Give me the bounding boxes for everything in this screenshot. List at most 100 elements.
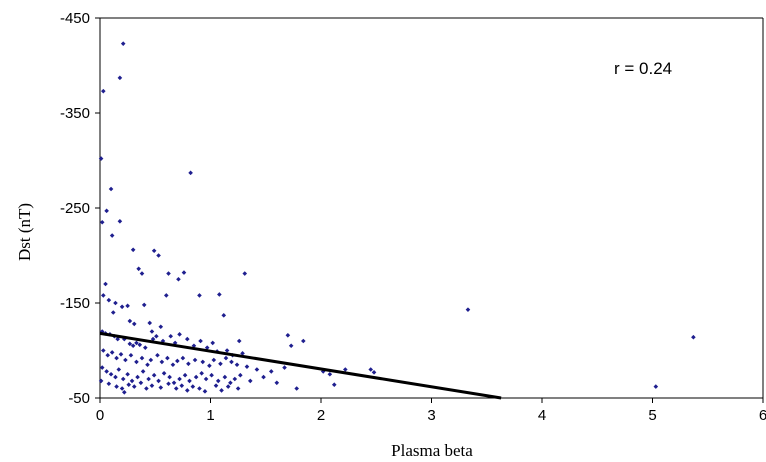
data-point [288,343,294,349]
data-point [274,380,280,386]
data-point [168,333,174,339]
data-point [180,355,186,361]
data-point [294,386,299,391]
data-point [199,371,204,376]
data-point [106,297,112,303]
data-point [141,302,147,308]
data-point [221,313,227,318]
data-point [143,345,148,350]
data-point [236,338,242,344]
data-point [204,345,210,350]
data-point [171,380,177,386]
data-point [165,355,170,361]
data-point [327,371,333,377]
data-point [202,389,208,394]
data-point [109,233,115,238]
data-point [155,352,160,358]
data-point [268,369,274,374]
data-point [465,307,471,312]
data-point [140,369,146,374]
data-point [187,378,192,384]
data-point [116,367,122,372]
data-point [114,355,119,361]
data-point [234,362,240,368]
data-point [136,266,141,272]
data-point [184,388,190,393]
data-point [228,380,233,386]
data-point [238,372,243,378]
data-point [156,253,161,258]
data-point [207,363,212,368]
data-point [161,371,167,376]
data-point [197,293,202,298]
data-point [108,186,114,192]
data-point [125,303,130,309]
data-point [151,372,157,378]
data-point [131,384,137,389]
data-point [224,348,230,353]
data-point [99,219,105,225]
data-point [129,378,135,384]
data-point [244,364,250,369]
data-point [301,338,306,344]
data-point [198,338,203,344]
x-axis-title: Plasma beta [391,441,473,460]
data-point [158,324,164,330]
data-point [149,329,155,334]
data-point [215,378,221,384]
data-point [691,334,696,340]
data-point [103,281,108,287]
data-point [186,361,191,367]
data-point [134,359,139,365]
data-point [151,248,157,254]
data-point [120,41,126,46]
data-point [160,338,166,344]
trend-line [99,331,502,400]
data-point [213,383,219,388]
data-point [115,336,120,342]
data-point [343,367,348,372]
x-tick-label: 6 [759,407,766,424]
data-point [147,320,153,326]
data-point [127,341,133,347]
y-tick-label: -250 [60,200,90,217]
data-point [138,380,144,386]
data-point [104,208,109,214]
x-tick-label: 2 [317,407,325,424]
data-point [131,321,137,327]
data-point [123,357,128,363]
data-point [235,386,241,391]
data-point [240,351,245,356]
data-point [175,358,180,364]
data-point [106,381,112,387]
y-tick-label: -350 [60,105,90,122]
data-point [139,355,145,361]
data-point [254,367,260,372]
data-point [98,378,104,384]
data-point [223,355,229,361]
data-point [181,270,187,275]
data-point [149,383,155,388]
data-point [368,367,374,372]
data-point [177,376,182,382]
data-point [156,378,161,384]
data-point [128,352,134,358]
data-point [108,371,114,377]
data-point [109,350,115,355]
data-point [101,88,106,94]
data-point [144,386,149,391]
data-point [122,336,127,342]
data-point [101,348,106,353]
data-point [127,318,133,324]
data-point [179,383,185,388]
data-point [222,374,228,380]
data-point [167,374,172,380]
data-point [154,333,159,339]
data-point [653,384,659,389]
correlation-annotation: r = 0.24 [614,59,672,78]
y-tick-label: -50 [68,390,90,407]
x-tick-label: 4 [538,407,546,424]
data-point [117,75,123,81]
data-point [101,293,106,298]
